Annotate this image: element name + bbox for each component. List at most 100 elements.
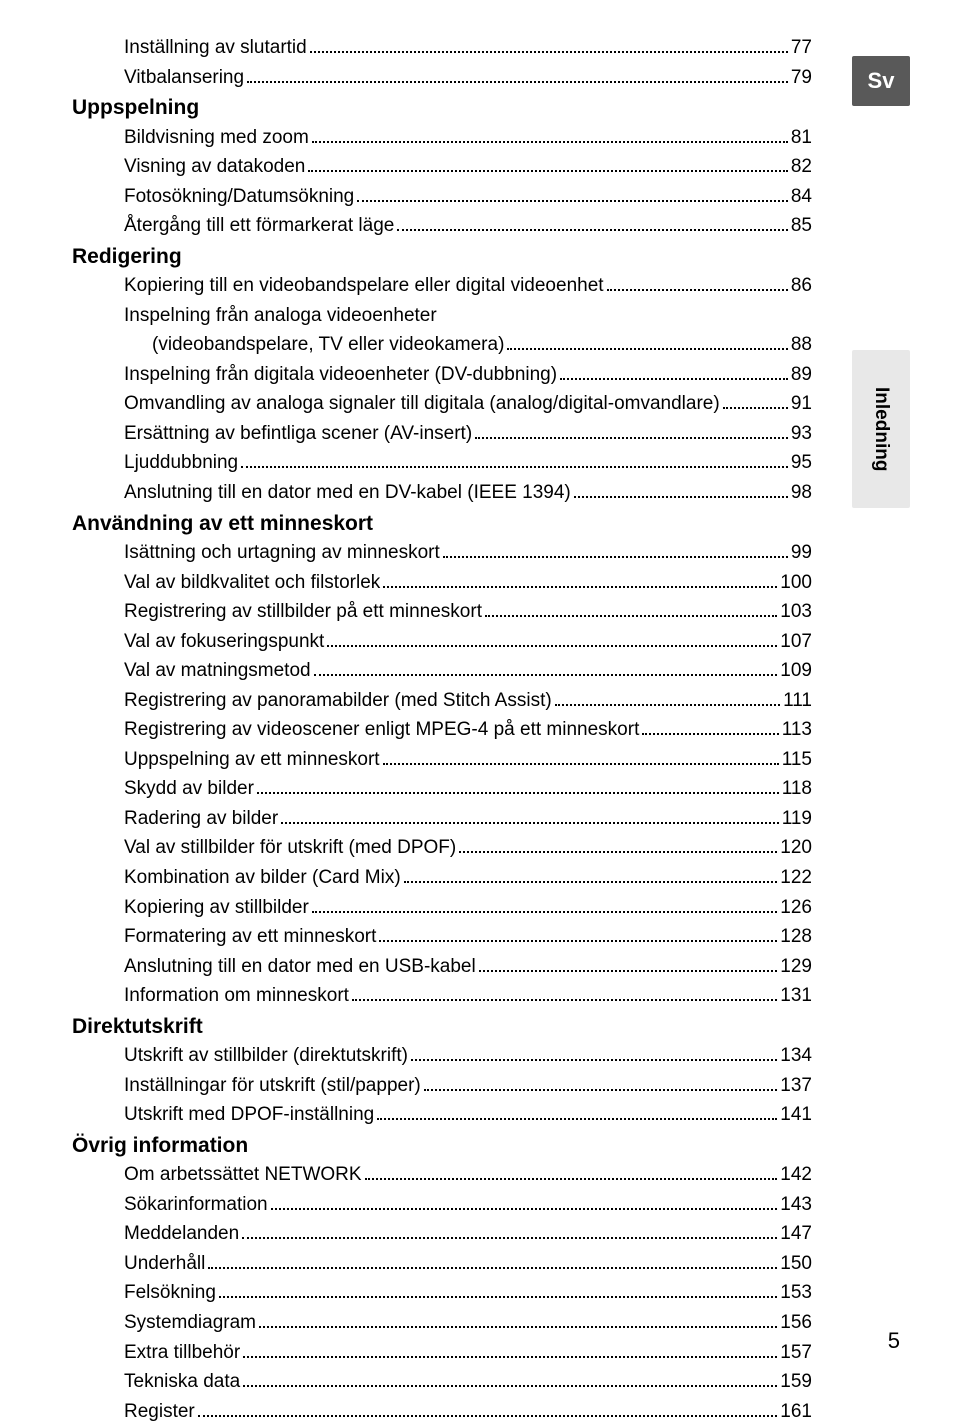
toc-entry-page: 100 <box>780 569 812 597</box>
toc-entry-page: 103 <box>780 598 812 626</box>
toc-entry-label: Uppspelning av ett minneskort <box>124 746 380 774</box>
toc-leader-dots <box>507 337 787 350</box>
toc-entry-label: Tekniska data <box>124 1368 240 1396</box>
toc-entry-label: Skydd av bilder <box>124 775 254 803</box>
toc-entry: Skydd av bilder 118 <box>72 775 812 803</box>
language-tab-label: Sv <box>868 68 895 94</box>
toc-entry: Omvandling av analoga signaler till digi… <box>72 390 812 418</box>
toc-entry: Utskrift av stillbilder (direktutskrift)… <box>72 1042 812 1070</box>
toc-entry-page: 137 <box>780 1072 812 1100</box>
toc-entry-page: 122 <box>780 864 812 892</box>
toc-heading: Uppspelning <box>72 93 812 123</box>
toc-entry-page: 93 <box>791 420 812 448</box>
toc-entry-page: 161 <box>780 1398 812 1425</box>
toc-entry-page: 153 <box>780 1279 812 1307</box>
toc-leader-dots <box>475 426 788 439</box>
toc-entry-page: 111 <box>783 687 812 715</box>
toc-entry: Val av matningsmetod109 <box>72 657 812 685</box>
toc-entry: Utskrift med DPOF-inställning141 <box>72 1101 812 1129</box>
toc-entry-label: Ersättning av befintliga scener (AV-inse… <box>124 420 472 448</box>
toc-leader-dots <box>642 722 778 735</box>
toc-entry-page: 143 <box>780 1191 812 1219</box>
toc-entry: Felsökning 153 <box>72 1279 812 1307</box>
toc-entry-page: 118 <box>782 775 812 803</box>
toc-entry: Register161 <box>72 1398 812 1425</box>
toc-leader-dots <box>208 1256 777 1269</box>
toc-leader-dots <box>243 1374 777 1387</box>
toc-entry: Kopiering till en videobandspelare eller… <box>72 272 812 300</box>
toc-entry-label: (videobandspelare, TV eller videokamera) <box>152 331 504 359</box>
toc-entry-label: Utskrift av stillbilder (direktutskrift) <box>124 1042 408 1070</box>
toc-entry-label: Vitbalansering <box>124 64 244 92</box>
toc-leader-dots <box>560 367 788 380</box>
toc-entry-page: 77 <box>791 34 812 62</box>
toc-entry-label: Bildvisning med zoom <box>124 124 309 152</box>
toc-entry: Uppspelning av ett minneskort115 <box>72 746 812 774</box>
toc-entry: Bildvisning med zoom81 <box>72 124 812 152</box>
toc-entry: Extra tillbehör157 <box>72 1339 812 1367</box>
toc-entry: Ersättning av befintliga scener (AV-inse… <box>72 420 812 448</box>
toc-entry-page: 86 <box>791 272 812 300</box>
toc-entry-page: 120 <box>780 834 812 862</box>
toc-entry: Vitbalansering 79 <box>72 64 812 92</box>
toc-heading: Användning av ett minneskort <box>72 509 812 539</box>
toc-entry-label: Felsökning <box>124 1279 216 1307</box>
toc-entry-label: Val av matningsmetod <box>124 657 311 685</box>
toc-leader-dots <box>259 1315 777 1328</box>
toc-leader-dots <box>357 188 788 201</box>
toc-entry-label: Ljuddubbning <box>124 449 238 477</box>
toc-leader-dots <box>459 840 777 853</box>
toc-entry: Inspelning från digitala videoenheter (D… <box>72 361 812 389</box>
toc-leader-dots <box>257 781 779 794</box>
toc-entry-page: 84 <box>791 183 812 211</box>
toc-leader-dots <box>574 485 788 498</box>
toc-leader-dots <box>365 1167 778 1180</box>
toc-entry-label: Återgång till ett förmarkerat läge <box>124 212 394 240</box>
toc-entry-label: Radering av bilder <box>124 805 278 833</box>
toc-entry-page: 107 <box>780 628 812 656</box>
toc-entry-label: Omvandling av analoga signaler till digi… <box>124 390 720 418</box>
toc-entry: Anslutning till en dator med en DV-kabel… <box>72 479 812 507</box>
toc-entry-page: 142 <box>780 1161 812 1189</box>
toc-leader-dots <box>555 692 780 705</box>
toc-entry-page: 119 <box>782 805 812 833</box>
toc-entry: Registrering av videoscener enligt MPEG-… <box>72 716 812 744</box>
toc-entry-label: Inspelning från digitala videoenheter (D… <box>124 361 557 389</box>
toc-entry-page: 79 <box>791 64 812 92</box>
toc-leader-dots <box>247 69 788 82</box>
toc-entry-page: 113 <box>782 716 812 744</box>
toc-entry: Ljuddubbning95 <box>72 449 812 477</box>
toc-entry-label: Isättning och urtagning av minneskort <box>124 539 440 567</box>
toc-entry-page: 91 <box>791 390 812 418</box>
toc-entry: Isättning och urtagning av minneskort99 <box>72 539 812 567</box>
toc-entry-label: Kopiering av stillbilder <box>124 894 309 922</box>
toc-entry: (videobandspelare, TV eller videokamera)… <box>72 331 812 359</box>
toc-entry-label: Inställning av slutartid <box>124 34 307 62</box>
toc-leader-dots <box>327 633 777 646</box>
toc-entry-label: Kopiering till en videobandspelare eller… <box>124 272 604 300</box>
toc-entry-page: 156 <box>780 1309 812 1337</box>
toc-entry-page: 131 <box>780 982 812 1010</box>
toc-entry-label: Inspelning från analoga videoenheter <box>124 302 437 330</box>
toc-leader-dots <box>383 752 779 765</box>
toc-leader-dots <box>241 455 788 468</box>
toc-leader-dots <box>607 278 788 291</box>
toc-leader-dots <box>271 1196 778 1209</box>
toc-entry: Inspelning från analoga videoenheter <box>72 302 812 330</box>
toc-entry: Visning av datakoden82 <box>72 153 812 181</box>
toc-entry: Återgång till ett förmarkerat läge85 <box>72 212 812 240</box>
toc-leader-dots <box>443 545 788 558</box>
toc-entry: Tekniska data159 <box>72 1368 812 1396</box>
toc-entry-page: 134 <box>780 1042 812 1070</box>
toc-entry-label: Registrering av stillbilder på ett minne… <box>124 598 482 626</box>
toc-entry-page: 129 <box>780 953 812 981</box>
toc-entry: Anslutning till en dator med en USB-kabe… <box>72 953 812 981</box>
toc-leader-dots <box>352 988 777 1001</box>
toc-entry-label: Registrering av panoramabilder (med Stit… <box>124 687 552 715</box>
page-number: 5 <box>888 1328 900 1354</box>
toc-entry-label: Om arbetssättet NETWORK <box>124 1161 362 1189</box>
toc-entry: Fotosökning/Datumsökning84 <box>72 183 812 211</box>
toc-entry-page: 98 <box>791 479 812 507</box>
toc-entry-label: Formatering av ett minneskort <box>124 923 376 951</box>
toc-entry-page: 141 <box>780 1101 812 1129</box>
